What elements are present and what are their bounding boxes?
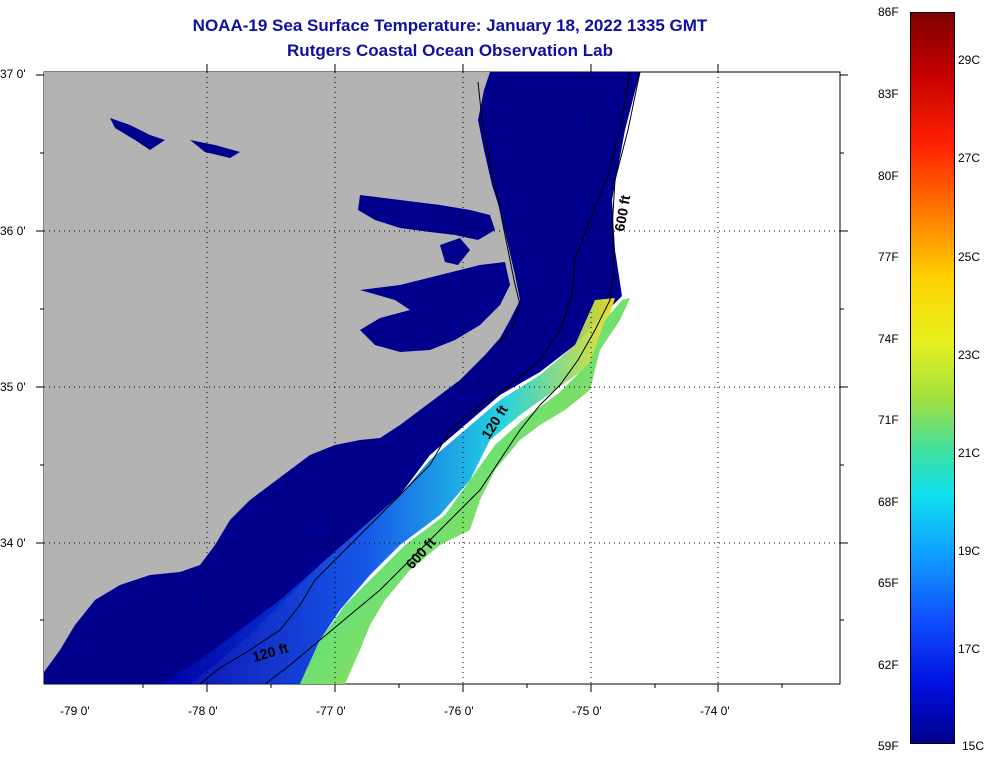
temperature-colorbar bbox=[910, 12, 955, 744]
cbar-c-19: 19C bbox=[958, 544, 981, 558]
contour-label-600ft-north: 600 ft bbox=[611, 193, 633, 232]
map-subtitle: Rutgers Coastal Ocean Observation Lab bbox=[287, 41, 613, 60]
lon-label-74: -74 0' bbox=[700, 704, 730, 718]
cbar-f-59: 59F bbox=[878, 739, 899, 753]
lat-label-37: 37 0' bbox=[0, 67, 26, 81]
cbar-c-25: 25C bbox=[958, 250, 981, 264]
cbar-c-23: 23C bbox=[958, 348, 981, 362]
tick-marks bbox=[36, 64, 848, 692]
lon-label-76: -76 0' bbox=[444, 704, 474, 718]
cbar-c-29: 29C bbox=[958, 53, 981, 67]
cbar-f-62: 62F bbox=[878, 658, 899, 672]
cbar-c-15: 15C bbox=[962, 739, 985, 753]
cbar-f-71: 71F bbox=[878, 413, 899, 427]
pamlico-sound bbox=[360, 262, 510, 352]
cbar-f-86: 86F bbox=[878, 5, 899, 19]
lake-1 bbox=[110, 118, 165, 150]
contour-120ft bbox=[199, 72, 631, 684]
cbar-f-68: 68F bbox=[878, 495, 899, 509]
lon-label-78: -78 0' bbox=[188, 704, 218, 718]
outer-banks bbox=[477, 81, 521, 346]
cbar-c-21: 21C bbox=[958, 446, 981, 460]
cbar-c-17: 17C bbox=[958, 642, 981, 656]
cbar-f-65: 65F bbox=[878, 576, 899, 590]
map-title: NOAA-19 Sea Surface Temperature: January… bbox=[192, 16, 708, 35]
cbar-c-27: 27C bbox=[958, 151, 981, 165]
lon-label-75: -75 0' bbox=[572, 704, 602, 718]
albemarle-sound bbox=[358, 195, 495, 240]
lon-label-79: -79 0' bbox=[60, 704, 90, 718]
cbar-f-83: 83F bbox=[878, 87, 899, 101]
lake-2 bbox=[190, 140, 240, 158]
contour-600ft bbox=[264, 72, 641, 684]
lat-label-36: 36 0' bbox=[0, 224, 26, 238]
cbar-f-80: 80F bbox=[878, 169, 899, 183]
cbar-f-74: 74F bbox=[878, 332, 899, 346]
lon-label-77: -77 0' bbox=[316, 704, 346, 718]
cbar-f-77: 77F bbox=[878, 250, 899, 264]
lat-label-35: 35 0' bbox=[0, 380, 26, 394]
graticule bbox=[44, 72, 840, 684]
lat-label-34: 34 0' bbox=[0, 536, 26, 550]
river-estuary bbox=[440, 238, 470, 265]
